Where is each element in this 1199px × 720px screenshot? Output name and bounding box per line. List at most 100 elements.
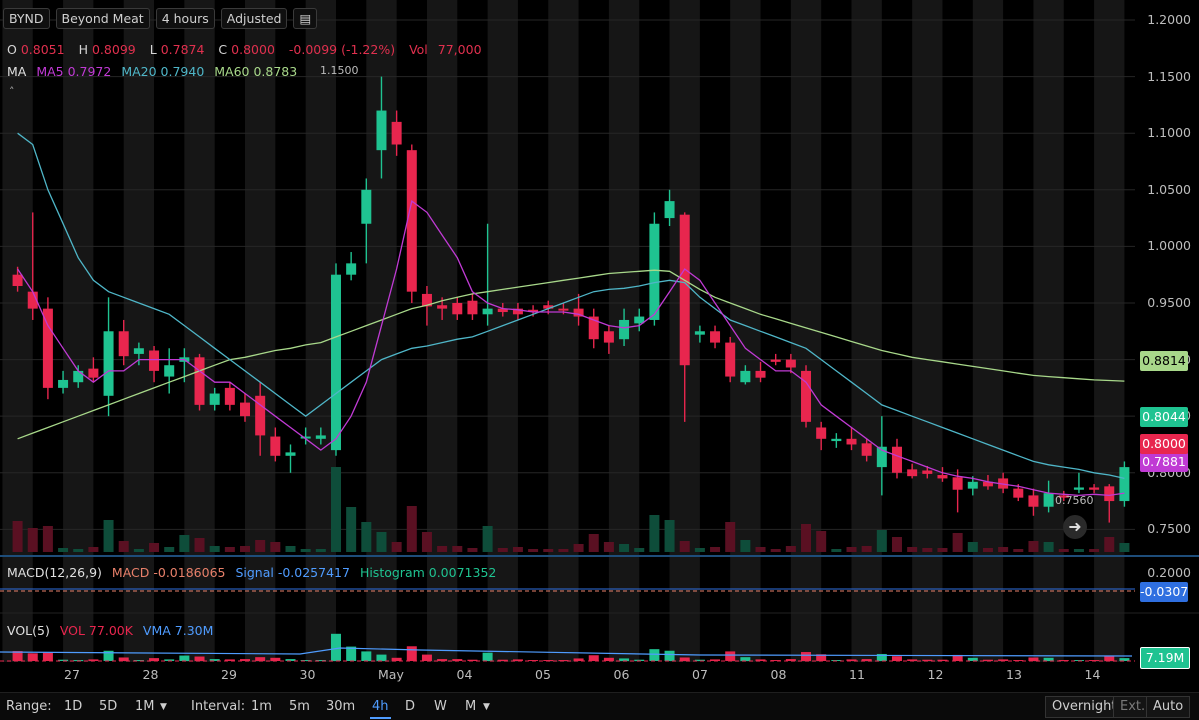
open-value: 0.8051 xyxy=(20,42,65,57)
time-tick-label: 28 xyxy=(142,667,159,682)
candle-body xyxy=(482,308,493,315)
interval-30m[interactable]: 30m xyxy=(326,699,356,714)
candle-body xyxy=(512,308,523,315)
volume-bar xyxy=(497,659,508,661)
session-band xyxy=(487,0,518,662)
volume-overlay-bar xyxy=(967,542,978,552)
volume-overlay-bar xyxy=(588,534,599,552)
candle-body xyxy=(270,436,281,456)
volume-overlay-bar xyxy=(937,548,948,552)
ma5-legend[interactable]: MA5 0.7972 xyxy=(36,64,112,79)
collapse-caret-icon[interactable]: ˄ xyxy=(9,85,15,98)
symbol-pill[interactable]: BYND xyxy=(3,8,50,29)
volume-overlay-bar xyxy=(149,543,160,552)
volume-overlay-bar xyxy=(846,547,857,552)
volume-overlay-bar xyxy=(88,547,99,552)
candle-body xyxy=(922,470,933,474)
high-value: 0.8099 xyxy=(91,42,136,57)
session-band xyxy=(426,0,458,662)
candle-body xyxy=(891,446,902,473)
candle-body xyxy=(1058,495,1069,498)
volume-overlay-bar xyxy=(361,522,372,552)
candle-body xyxy=(1119,467,1130,502)
candle-body xyxy=(1028,495,1039,507)
candle-body xyxy=(361,189,372,224)
interval-4h[interactable]: 4h xyxy=(370,699,390,719)
vol-title[interactable]: VOL(5) xyxy=(7,623,50,638)
volume-bar xyxy=(58,659,69,661)
range-1m[interactable]: 1M xyxy=(135,699,155,714)
volume-overlay-bar xyxy=(1104,537,1115,552)
ext-hours-button[interactable]: Ext. xyxy=(1113,696,1153,718)
macd-title[interactable]: MACD(12,26,9) xyxy=(7,565,102,580)
volume-bar xyxy=(891,656,902,661)
volume-bar xyxy=(1104,656,1115,661)
volume-bar xyxy=(240,659,251,661)
volume-bar xyxy=(376,654,387,661)
volume-bar xyxy=(740,657,751,661)
range-dropdown-icon[interactable]: ▼ xyxy=(160,702,167,712)
session-band xyxy=(851,0,882,662)
time-tick-label: 14 xyxy=(1084,667,1101,682)
scroll-right-arrow-icon[interactable]: ➜ xyxy=(1063,515,1087,539)
candle-body xyxy=(831,438,842,442)
interval-dropdown-icon[interactable]: ▼ xyxy=(483,702,490,712)
candle-body xyxy=(816,427,827,439)
session-band xyxy=(1033,0,1064,662)
close-label: C xyxy=(218,42,228,57)
interval-w[interactable]: W xyxy=(434,699,447,714)
interval-5m[interactable]: 5m xyxy=(289,699,310,714)
candle-body xyxy=(73,370,84,383)
volume-bar xyxy=(619,658,630,661)
volume-overlay-bar xyxy=(816,531,827,552)
volume-bar xyxy=(421,654,432,661)
vol-label: Vol xyxy=(409,42,428,57)
macd-badge: -0.0307 xyxy=(1140,582,1188,602)
ohlc-readout: O 0.8051 H 0.8099 L 0.7874 C 0.8000 -0.0099 … xyxy=(7,42,492,57)
volume-bar xyxy=(42,652,53,661)
candle-body xyxy=(603,331,614,343)
range-1d[interactable]: 1D xyxy=(64,699,83,714)
vol-badge: 7.19M xyxy=(1140,647,1190,669)
volume-overlay-bar xyxy=(664,520,675,552)
range-5d[interactable]: 5D xyxy=(99,699,118,714)
ma20-legend[interactable]: MA20 0.7940 xyxy=(121,64,205,79)
volume-bar xyxy=(164,659,175,661)
volume-bar xyxy=(467,659,478,661)
overnight-button[interactable]: Overnight xyxy=(1045,696,1124,718)
volume-overlay-bar xyxy=(694,548,705,552)
candle-body xyxy=(194,357,205,405)
volume-bar xyxy=(330,633,341,661)
list-icon[interactable]: ▤ xyxy=(293,8,318,29)
adjusted-pill[interactable]: Adjusted xyxy=(220,8,288,29)
volume-overlay-bar xyxy=(73,549,84,552)
high-marker: 1.1500 xyxy=(320,64,359,77)
candle-body xyxy=(88,368,99,378)
volume-bar xyxy=(694,659,705,661)
time-tick-label: 12 xyxy=(927,667,944,682)
volume-overlay-bar xyxy=(801,524,812,552)
volume-overlay-bar xyxy=(421,532,432,552)
volume-overlay-bar xyxy=(740,540,751,552)
candle-body xyxy=(330,274,341,451)
candle-body xyxy=(315,435,326,439)
volume-overlay-bars xyxy=(12,467,1130,552)
volume-overlay-bar xyxy=(982,548,993,552)
interval-m[interactable]: M xyxy=(465,699,477,714)
volume-overlay-bar xyxy=(437,546,448,552)
moving-average-lines xyxy=(17,132,1125,497)
session-band xyxy=(184,0,215,662)
interval-1m[interactable]: 1m xyxy=(251,699,272,714)
interval-pill[interactable]: 4 hours xyxy=(155,8,215,29)
ma60-legend[interactable]: MA60 0.8783 xyxy=(214,64,298,79)
volume-bar xyxy=(285,659,296,661)
candle-body xyxy=(967,481,978,489)
volume-bar xyxy=(710,659,721,661)
auto-scale-button[interactable]: Auto xyxy=(1146,696,1191,718)
macd-value: MACD -0.0186065 xyxy=(111,565,226,580)
company-name-pill[interactable]: Beyond Meat xyxy=(55,8,150,29)
range-label: Range: xyxy=(6,699,52,714)
interval-d[interactable]: D xyxy=(405,699,416,714)
volume-bar xyxy=(679,657,690,661)
